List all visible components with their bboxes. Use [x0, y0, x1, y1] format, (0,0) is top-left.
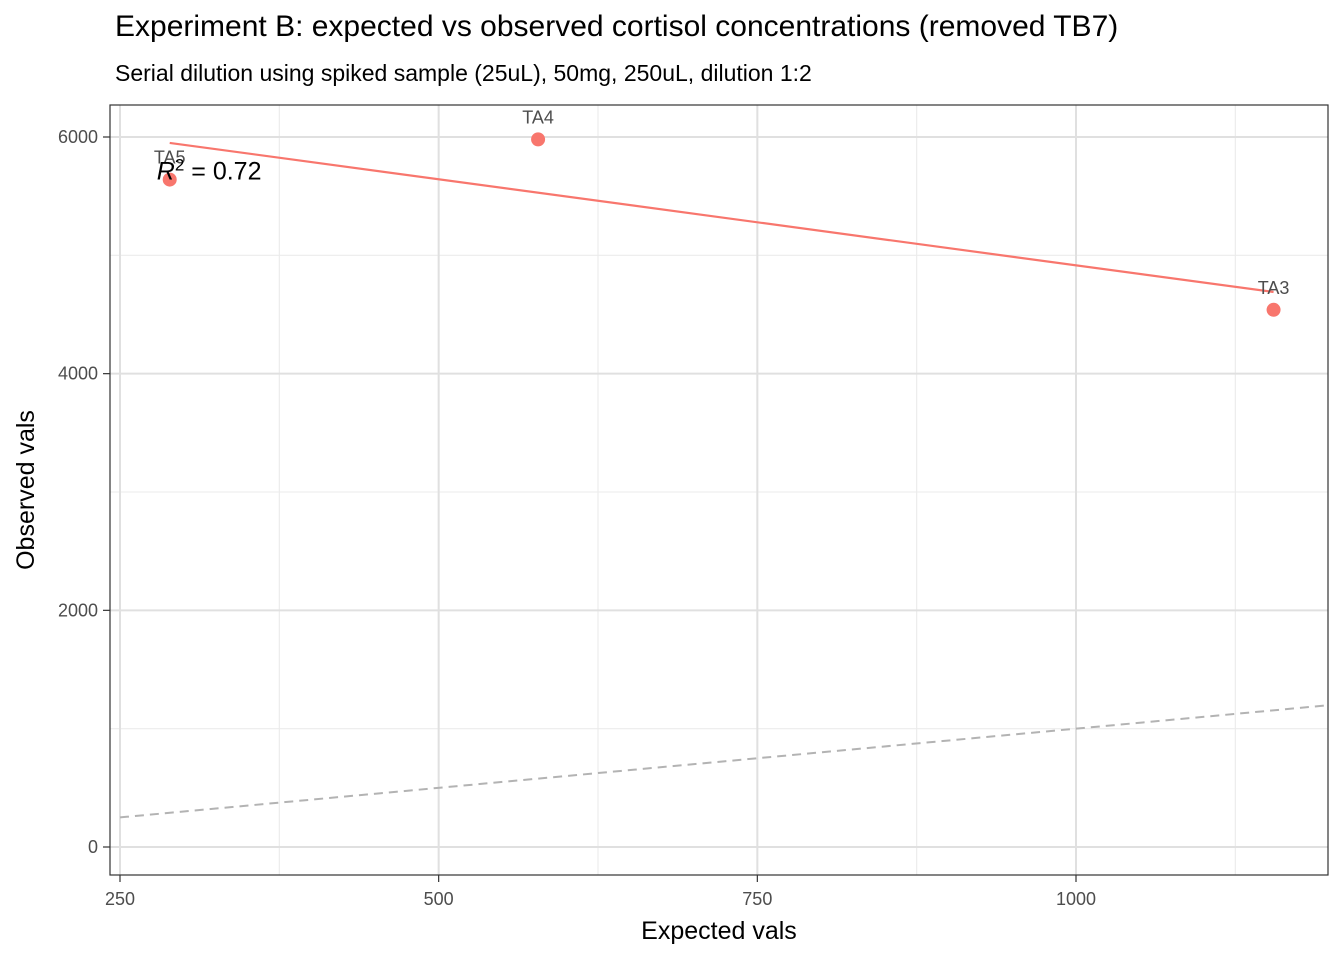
x-axis-title: Expected vals	[641, 917, 797, 945]
chart-title: Experiment B: expected vs observed corti…	[115, 10, 1119, 43]
x-tick-label: 750	[742, 889, 772, 909]
grid-layer	[110, 105, 1328, 875]
x-tick-label: 250	[105, 889, 135, 909]
y-tick-label: 0	[88, 837, 98, 857]
fit-line	[169, 141, 1274, 294]
r-squared-value: = 0.72	[184, 158, 261, 186]
points-layer	[162, 132, 1281, 317]
r-squared-annotation: R2 = 0.72	[157, 155, 262, 186]
point-label: TA4	[522, 107, 554, 127]
x-tick-label: 1000	[1056, 889, 1096, 909]
y-axis-title: Observed vals	[12, 410, 40, 570]
lines-layer	[119, 141, 1329, 819]
point-label: TA3	[1258, 278, 1290, 298]
data-point	[1266, 302, 1281, 317]
chart-subtitle: Serial dilution using spiked sample (25u…	[115, 60, 812, 86]
axis-layer: 250 500 750 1000 0 2000 4000 6000	[58, 127, 1096, 909]
identity-line	[119, 704, 1329, 819]
y-tick-label: 4000	[58, 364, 98, 384]
x-tick-label: 500	[424, 889, 454, 909]
y-tick-label: 2000	[58, 600, 98, 620]
point-label: TA5	[154, 148, 186, 168]
y-tick-label: 6000	[58, 127, 98, 147]
data-point	[162, 172, 177, 187]
r-squared-superscript: 2	[175, 155, 184, 174]
r-squared-symbol: R	[157, 158, 175, 186]
labels-layer: TA5 TA4 TA3	[154, 107, 1290, 297]
panel-border	[109, 104, 1329, 876]
data-point	[531, 132, 546, 147]
